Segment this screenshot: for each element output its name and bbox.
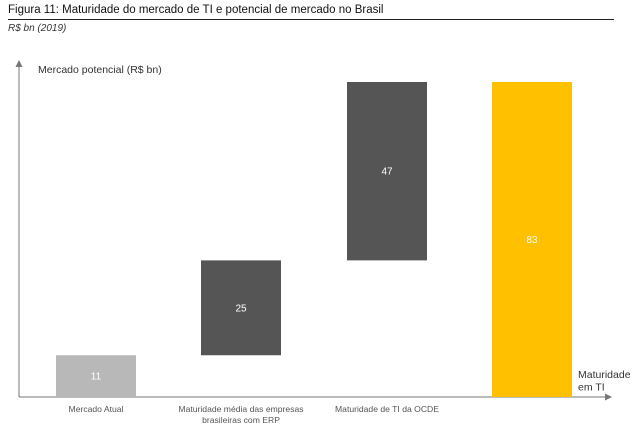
y-axis-title: Mercado potencial (R$ bn) xyxy=(38,64,162,76)
category-label-3: Maturidade de TI da OCDE xyxy=(335,404,439,414)
x-axis-arrow xyxy=(605,393,612,401)
chart-labels: 11 25 47 83 Mercado Atual Maturidade média da… xyxy=(69,167,538,425)
title-divider xyxy=(8,19,614,20)
figure-subtitle: R$ bn (2019) xyxy=(8,23,67,34)
bar-value-label-1: 11 xyxy=(91,372,102,383)
bar-value-label-2: 25 xyxy=(235,303,247,314)
chart-bars xyxy=(56,82,572,397)
x-axis-title: Maturidade em TI xyxy=(578,369,631,394)
bar-4 xyxy=(492,82,572,397)
figure-title: Figura 11: Maturidade do mercado de TI e… xyxy=(8,4,384,16)
bar-3 xyxy=(347,82,427,261)
y-axis-arrow xyxy=(15,60,23,67)
bar-value-label-3: 47 xyxy=(381,167,393,178)
category-label-1: Mercado Atual xyxy=(69,404,124,414)
bar-1 xyxy=(56,355,136,397)
category-label-2: Maturidade média das empresas brasileiras… xyxy=(178,404,303,425)
bar-2 xyxy=(201,260,281,356)
bar-value-label-4: 83 xyxy=(526,235,538,246)
